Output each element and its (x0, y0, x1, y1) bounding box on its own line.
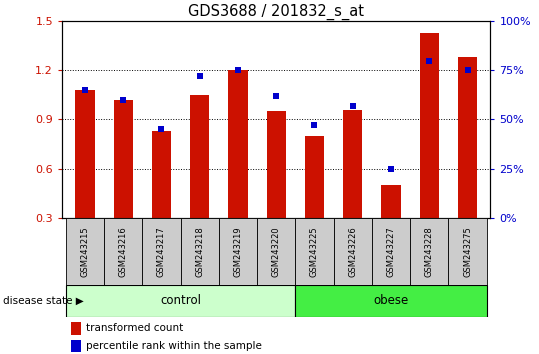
Text: GSM243217: GSM243217 (157, 226, 166, 277)
FancyBboxPatch shape (295, 218, 334, 285)
Bar (71, 322, 81, 335)
FancyBboxPatch shape (104, 218, 142, 285)
Text: disease state ▶: disease state ▶ (3, 296, 84, 306)
Text: GSM243215: GSM243215 (80, 226, 89, 277)
Text: GSM243226: GSM243226 (348, 226, 357, 277)
Title: GDS3688 / 201832_s_at: GDS3688 / 201832_s_at (188, 4, 364, 20)
Bar (71, 340, 81, 352)
Text: GSM243227: GSM243227 (386, 226, 396, 277)
Text: obese: obese (374, 295, 409, 307)
Text: GSM243228: GSM243228 (425, 226, 434, 277)
Bar (114, 100, 133, 218)
Text: percentile rank within the sample: percentile rank within the sample (86, 341, 261, 351)
Text: transformed count: transformed count (86, 323, 183, 333)
FancyBboxPatch shape (410, 218, 448, 285)
Bar (229, 70, 247, 218)
Text: GSM243220: GSM243220 (272, 226, 281, 277)
Text: GSM243275: GSM243275 (463, 226, 472, 277)
Bar (458, 57, 477, 218)
Bar (75, 90, 94, 218)
FancyBboxPatch shape (257, 218, 295, 285)
Bar (190, 95, 209, 218)
Bar (420, 33, 439, 218)
FancyBboxPatch shape (142, 218, 181, 285)
Bar (382, 185, 400, 218)
Text: GSM243218: GSM243218 (195, 226, 204, 277)
FancyBboxPatch shape (66, 218, 104, 285)
FancyBboxPatch shape (448, 218, 487, 285)
FancyBboxPatch shape (181, 218, 219, 285)
FancyBboxPatch shape (219, 218, 257, 285)
FancyBboxPatch shape (66, 285, 295, 317)
FancyBboxPatch shape (372, 218, 410, 285)
Bar (343, 110, 362, 218)
Text: GSM243225: GSM243225 (310, 226, 319, 277)
FancyBboxPatch shape (295, 285, 487, 317)
Bar (152, 131, 171, 218)
Text: GSM243219: GSM243219 (233, 226, 243, 277)
Bar (267, 111, 286, 218)
Bar (305, 136, 324, 218)
Text: control: control (160, 295, 201, 307)
Text: GSM243216: GSM243216 (119, 226, 128, 277)
FancyBboxPatch shape (334, 218, 372, 285)
